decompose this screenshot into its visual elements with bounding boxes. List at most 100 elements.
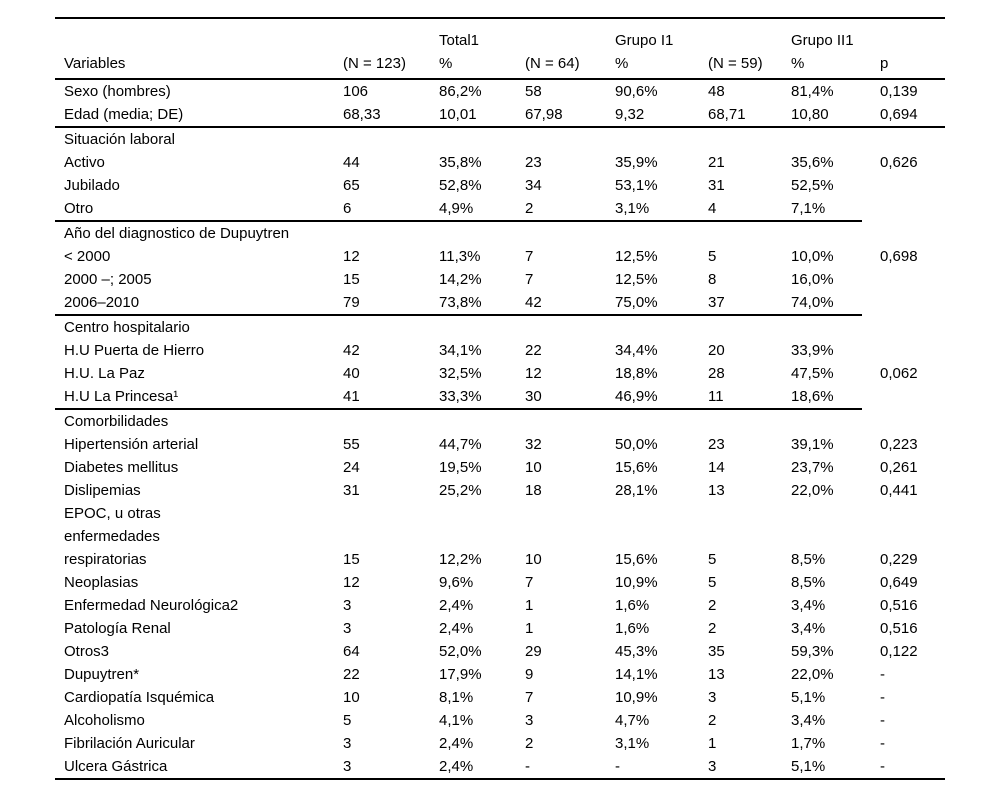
row-label: Activo [64, 154, 105, 171]
cell-value: 15,6% [615, 459, 658, 476]
row-label: Otro [64, 200, 94, 217]
row-label: Hipertensión arterial [64, 436, 199, 453]
cell-value: 1,6% [615, 597, 650, 614]
cell-value: 22 [343, 666, 360, 683]
cell-value: 7 [525, 574, 534, 591]
table-row: respiratorias 15 12,2% 10 15,6% 5 8,5% 0,229 [55, 548, 945, 571]
row-label: Fibrilación Auricular [64, 735, 195, 752]
cell-value: 12 [343, 248, 360, 265]
table-row: Patología Renal 3 2,4% 1 1,6% 2 3,4% 0,516 [55, 617, 945, 640]
cell-value: 12,5% [615, 271, 658, 288]
row-label: < 2000 [64, 248, 111, 265]
cell-value: 64 [343, 643, 360, 660]
cell-value: 86,2% [439, 83, 482, 100]
cell-value: 33,9% [791, 342, 834, 359]
table-row: EPOC, u otras [55, 502, 945, 525]
cell-value: 3,4% [791, 597, 826, 614]
column-header-n-total: (N = 123) [343, 55, 406, 72]
cell-value: 42 [525, 294, 542, 311]
row-label: Año del diagnostico de Dupuytren [64, 225, 290, 242]
table-row: 2006–2010 79 73,8% 42 75,0% 37 74,0% [55, 291, 945, 314]
cell-value: 39,1% [791, 436, 834, 453]
cell-value: 3 [343, 735, 352, 752]
cell-value: 35,9% [615, 154, 658, 171]
cell-value: 18,6% [791, 388, 834, 405]
row-label: Otros3 [64, 643, 110, 660]
cell-value: 11 [708, 388, 724, 405]
cell-value: 79 [343, 294, 360, 311]
cell-value: 13 [708, 666, 725, 683]
cell-value: 10 [343, 689, 360, 706]
table-row: Otro 6 4,9% 2 3,1% 4 7,1% [55, 197, 945, 220]
cell-value: 34,4% [615, 342, 658, 359]
section-rule [55, 126, 945, 128]
cell-value: 34,1% [439, 342, 482, 359]
cell-value: 0,698 [880, 248, 918, 265]
cell-value: 24 [343, 459, 360, 476]
cell-value: 4,1% [439, 712, 474, 729]
column-header-p-value: p [880, 55, 889, 72]
row-label: Neoplasias [64, 574, 139, 591]
cell-value: 10 [525, 459, 542, 476]
cell-value: 22,0% [791, 482, 834, 499]
cell-value: 35 [708, 643, 725, 660]
table-row: < 2000 12 11,3% 7 12,5% 5 10,0% 0,698 [55, 245, 945, 268]
cell-value: 2,4% [439, 735, 474, 752]
cell-value: 0,441 [880, 482, 918, 499]
cell-value: 52,5% [791, 177, 834, 194]
cell-value: - [880, 689, 885, 706]
row-label: H.U Puerta de Hierro [64, 342, 205, 359]
cell-value: 23 [708, 436, 725, 453]
cell-value: 5 [343, 712, 352, 729]
cell-value: 8,5% [791, 551, 826, 568]
column-header-variables: Variables [64, 55, 126, 72]
column-header-pct-grupo-2: % [791, 55, 805, 72]
cell-value: 7,1% [791, 200, 826, 217]
cell-value: 1 [525, 597, 534, 614]
cell-value: 25,2% [439, 482, 482, 499]
cell-value: 0,223 [880, 436, 918, 453]
cell-value: 2 [708, 712, 717, 729]
cell-value: 31 [708, 177, 725, 194]
cell-value: 2,4% [439, 597, 474, 614]
row-label: Centro hospitalario [64, 319, 190, 336]
cell-value: 3,1% [615, 735, 650, 752]
cell-value: 18,8% [615, 365, 658, 382]
cell-value: 18 [525, 482, 542, 499]
cell-value: 33,3% [439, 388, 482, 405]
cell-value: 55 [343, 436, 360, 453]
cell-value: 2 [708, 597, 717, 614]
cell-value: 10,0% [791, 248, 834, 265]
cell-value: 7 [525, 248, 534, 265]
cell-value: 35,6% [791, 154, 834, 171]
cell-value: 20 [708, 342, 725, 359]
cell-value: 23,7% [791, 459, 834, 476]
cell-value: 0,062 [880, 365, 918, 382]
cell-value: 35,8% [439, 154, 482, 171]
cell-value: 106 [343, 83, 369, 100]
cell-value: 3 [708, 689, 717, 706]
table-body: Sexo (hombres) 106 86,2% 58 90,6% 48 81,4% 0,13… [55, 80, 945, 780]
cell-value: - [525, 758, 530, 775]
cell-value: 22 [525, 342, 542, 359]
cell-value: 5,1% [791, 689, 826, 706]
table-row: Jubilado 65 52,8% 34 53,1% 31 52,5% [55, 174, 945, 197]
row-label: Ulcera Gástrica [64, 758, 168, 775]
cell-value: 68,71 [708, 106, 746, 123]
row-label: EPOC, u otras [64, 505, 161, 522]
cell-value: 0,626 [880, 154, 918, 171]
cell-value: 2 [708, 620, 717, 637]
cell-value: 65 [343, 177, 360, 194]
cell-value: 15 [343, 551, 360, 568]
cell-value: 4 [708, 200, 717, 217]
cell-value: 12 [343, 574, 360, 591]
cell-value: 23 [525, 154, 542, 171]
table-top-rule [55, 17, 945, 19]
row-label: 2006–2010 [64, 294, 140, 311]
cell-value: 7 [525, 689, 534, 706]
cell-value: 2,4% [439, 620, 474, 637]
cell-value: 11,3% [439, 248, 481, 265]
row-label: Situación laboral [64, 131, 175, 148]
cell-value: 44 [343, 154, 360, 171]
cell-value: 3,4% [791, 712, 826, 729]
